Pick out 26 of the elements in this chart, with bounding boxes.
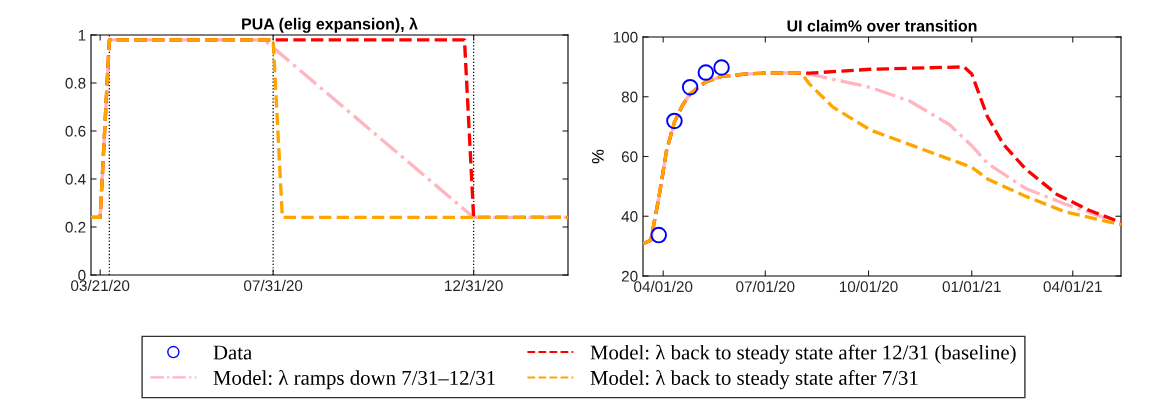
legend-label: Model: λ back to steady state after 12/31 (baseline) bbox=[590, 344, 1016, 364]
y-tick-label: 80 bbox=[621, 91, 638, 103]
x-tick-label: 10/01/20 bbox=[839, 280, 898, 293]
y-tick-label: 0.2 bbox=[65, 221, 86, 233]
y-tick-label: 100 bbox=[613, 31, 638, 43]
chart-title: PUA (elig expansion), λ bbox=[242, 17, 418, 33]
y-axis-title: % bbox=[592, 149, 604, 164]
x-tick-label: 03/21/20 bbox=[71, 279, 130, 292]
y-tick-label: 0.4 bbox=[65, 173, 86, 185]
legend-label: Model: λ ramps down 7/31–12/31 bbox=[213, 370, 495, 390]
y-tick-label: 0 bbox=[78, 269, 86, 281]
y-tick-label: 0.8 bbox=[65, 77, 86, 89]
chart-title: UI claim% over transition bbox=[787, 19, 977, 32]
x-tick-label: 04/01/20 bbox=[634, 280, 693, 293]
x-tick-label: 04/01/21 bbox=[1043, 280, 1102, 293]
legend-label: Data bbox=[213, 345, 252, 360]
y-tick-label: 60 bbox=[621, 151, 638, 163]
y-tick-label: 0.6 bbox=[65, 125, 86, 137]
y-tick-label: 40 bbox=[621, 211, 638, 222]
x-tick-label: 12/31/20 bbox=[445, 279, 503, 292]
x-tick-label: 07/31/20 bbox=[244, 279, 303, 292]
legend-label: Model: λ back to steady state after 7/31 bbox=[590, 370, 918, 390]
x-tick-label: 01/01/21 bbox=[942, 280, 1001, 293]
y-tick-label: 20 bbox=[621, 270, 638, 282]
x-tick-label: 07/01/20 bbox=[736, 280, 795, 293]
y-tick-label: 1 bbox=[78, 30, 86, 41]
